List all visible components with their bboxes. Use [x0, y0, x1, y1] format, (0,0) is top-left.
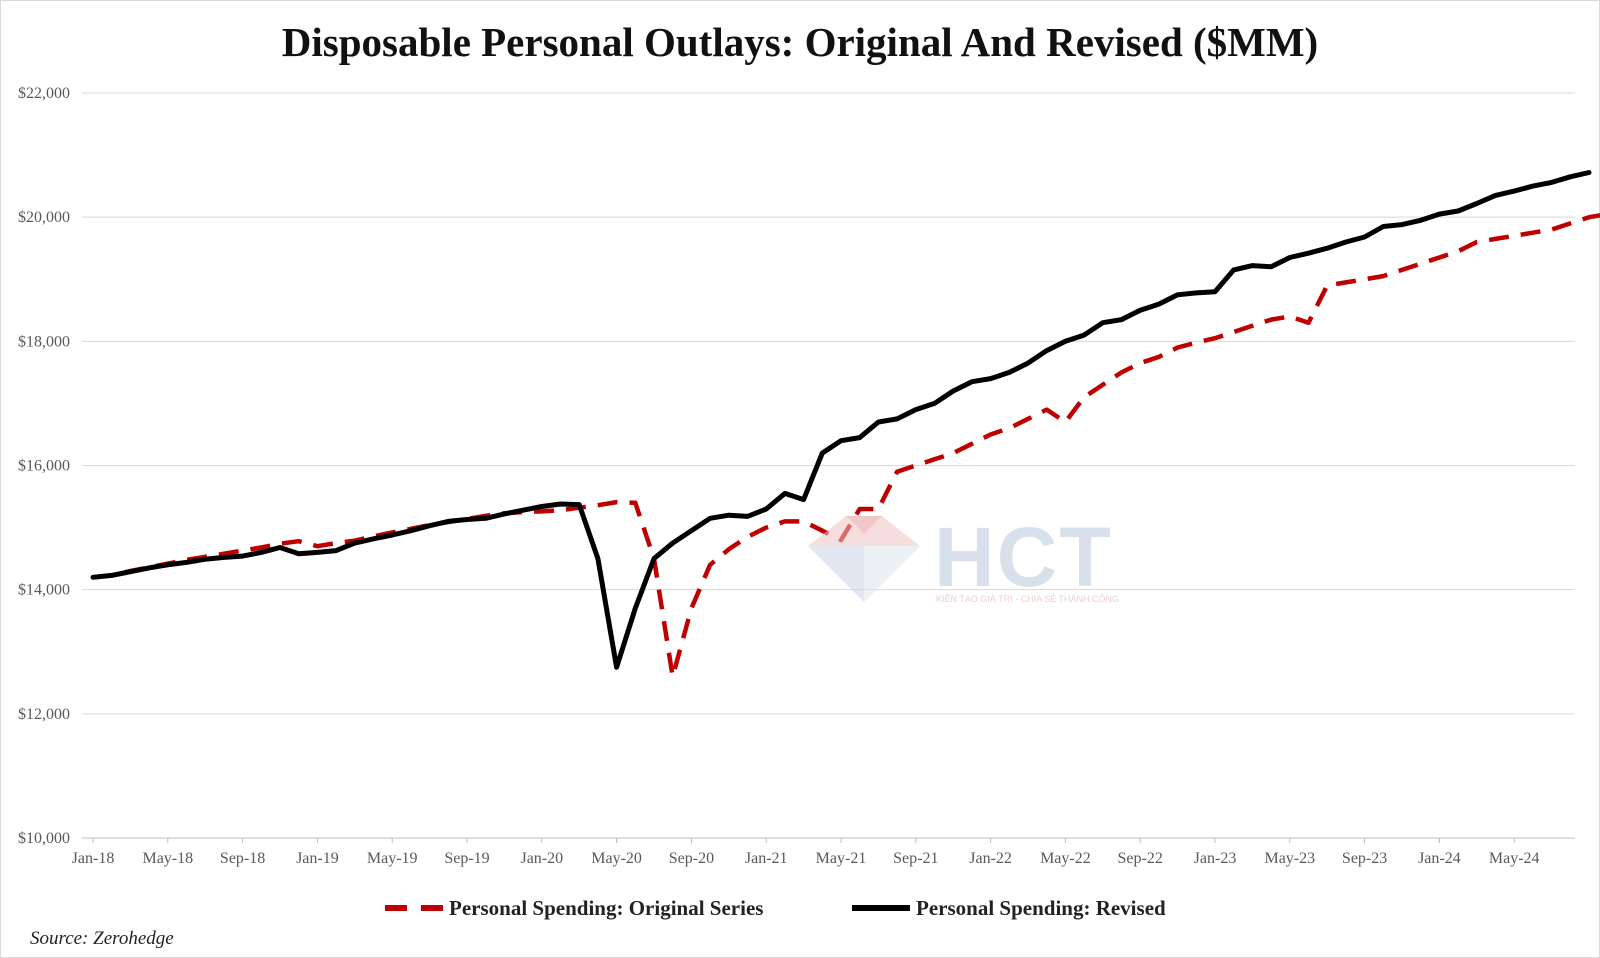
x-tick-label: Jan-23 [1194, 850, 1237, 867]
x-tick-label: May-22 [1040, 850, 1091, 867]
legend: Personal Spending: Original Series Perso… [0, 893, 1600, 923]
watermark-logo-icon [808, 516, 920, 602]
series-lines [90, 170, 1600, 679]
x-tick-label: Sep-23 [1342, 850, 1387, 867]
y-tick-label: $12,000 [18, 706, 70, 723]
watermark-text: HCT [934, 510, 1113, 604]
y-tick-label: $14,000 [18, 582, 70, 599]
x-tick-label: Jan-22 [969, 850, 1012, 867]
legend-item-revised: Personal Spending: Revised [852, 893, 1166, 923]
legend-label-original: Personal Spending: Original Series [449, 895, 764, 920]
x-tick-label: Sep-19 [444, 850, 489, 867]
x-tick-label: Jan-18 [72, 850, 115, 867]
x-tick-label: Jan-21 [745, 850, 788, 867]
y-axis-tick-labels: $10,000 $12,000 $14,000 $16,000 $18,000 $20,0… [18, 85, 70, 847]
x-tick-label: May-21 [816, 850, 867, 867]
x-tick-label: May-23 [1264, 850, 1315, 867]
watermark-tagline: KIẾN TẠO GIÁ TRỊ - CHIA SẺ THÀNH CÔNG [936, 594, 1120, 604]
x-tick-label: Jan-19 [296, 850, 339, 867]
x-tick-label: May-19 [367, 850, 418, 867]
x-axis-tick-labels: Jan-18 May-18 Sep-18 Jan-19 May-19 Sep-19 Jan-… [72, 850, 1540, 867]
legend-swatch-solid [852, 905, 910, 911]
x-tick-label: May-20 [591, 850, 642, 867]
legend-label-revised: Personal Spending: Revised [916, 895, 1166, 920]
legend-item-original: Personal Spending: Original Series [385, 893, 763, 923]
watermark: HCT KIẾN TẠO GIÁ TRỊ - CHIA SẺ THÀNH CÔN… [806, 510, 1126, 606]
x-tick-label: Jan-24 [1418, 850, 1461, 867]
y-tick-label: $10,000 [18, 830, 70, 847]
x-tick-label: Sep-18 [220, 850, 265, 867]
series-revised-line [90, 170, 1592, 670]
x-tick-label: Jan-20 [520, 850, 563, 867]
x-tick-label: May-24 [1489, 850, 1540, 867]
x-tick-label: Sep-21 [893, 850, 938, 867]
source-note: Source: Zerohedge [30, 928, 174, 949]
x-tick-label: Sep-20 [669, 850, 714, 867]
y-tick-label: $16,000 [18, 458, 70, 475]
x-tick-label: May-18 [142, 850, 193, 867]
legend-swatch-dashed [385, 905, 443, 911]
y-tick-label: $20,000 [18, 209, 70, 226]
x-tick-label: Sep-22 [1118, 850, 1163, 867]
gridlines [82, 92, 1575, 843]
chart-title: Disposable Personal Outlays: Original An… [281, 19, 1319, 65]
y-tick-label: $22,000 [18, 85, 70, 102]
y-tick-label: $18,000 [18, 333, 70, 350]
